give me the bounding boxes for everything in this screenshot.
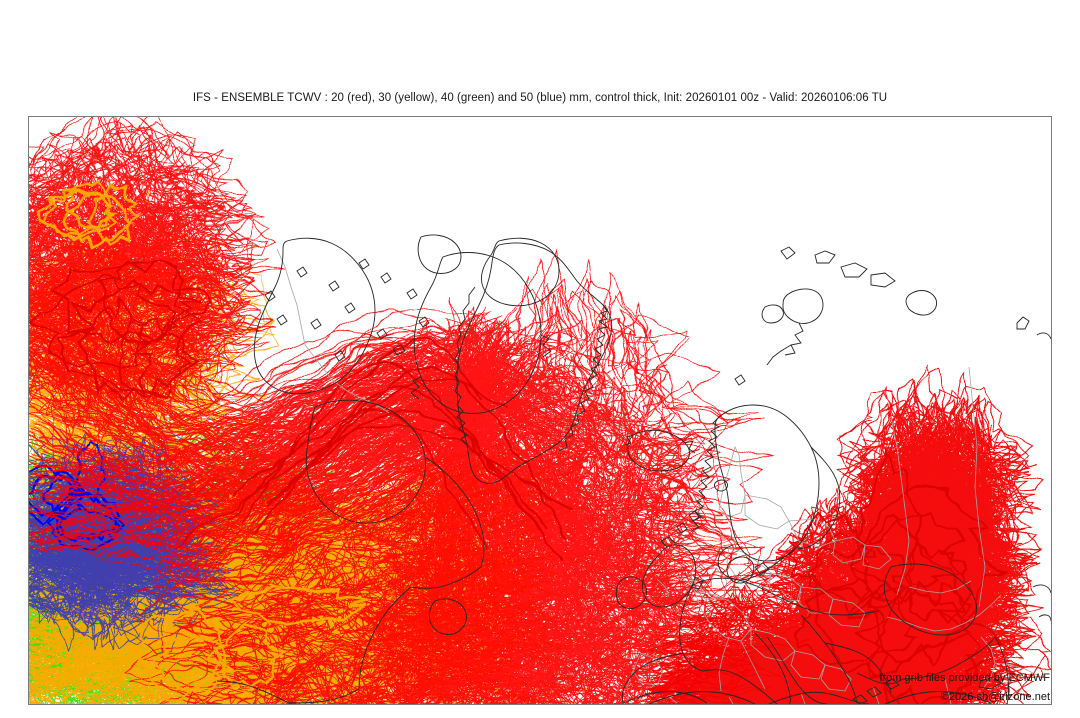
map-frame	[28, 116, 1052, 705]
contour-red-20mm-control	[31, 258, 1010, 704]
country-borders	[276, 248, 1038, 704]
copyright-credit: ©2026 sb@irizone.net	[940, 691, 1050, 703]
map-canvas	[29, 117, 1051, 704]
data-source-credit: from grib files provided by ECMWF	[879, 672, 1050, 684]
contour-yellow-30mm-control	[36, 178, 369, 701]
coastline-layer	[216, 234, 1051, 704]
ensemble-contours-layer	[29, 117, 1051, 704]
coastlines	[216, 234, 1051, 704]
chart-title: IFS - ENSEMBLE TCWV : 20 (red), 30 (yell…	[192, 92, 888, 104]
